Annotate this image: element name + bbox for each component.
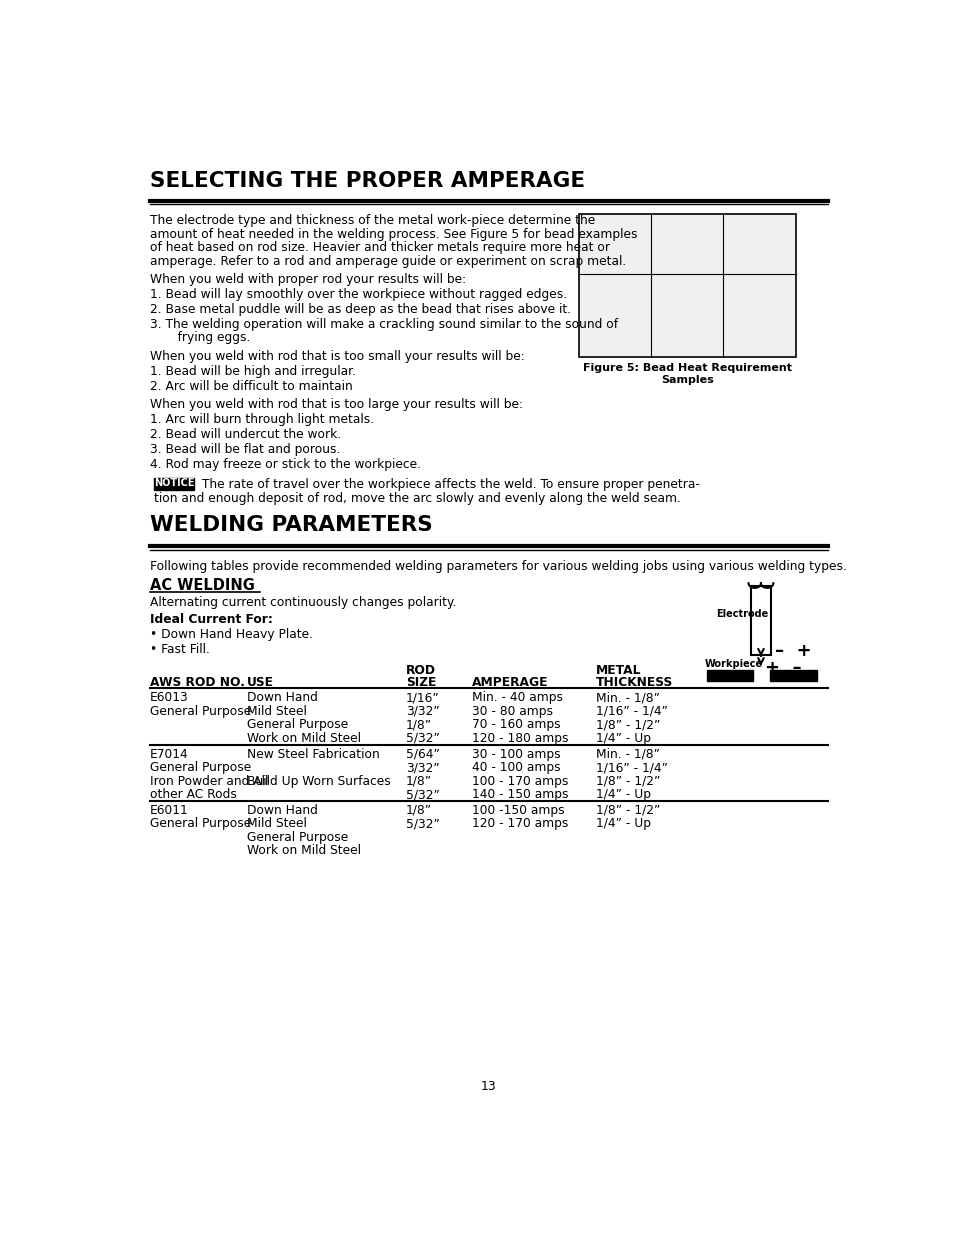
Text: 1/8” - 1/2”: 1/8” - 1/2” bbox=[596, 719, 659, 731]
Text: 1/8” - 1/2”: 1/8” - 1/2” bbox=[596, 804, 659, 816]
Text: –  +: – + bbox=[774, 642, 811, 659]
Text: 5/32”: 5/32” bbox=[406, 732, 439, 745]
Text: of heat based on rod size. Heavier and thicker metals require more heat or: of heat based on rod size. Heavier and t… bbox=[150, 241, 610, 254]
Text: Work on Mild Steel: Work on Mild Steel bbox=[247, 845, 361, 857]
Text: 1/16” - 1/4”: 1/16” - 1/4” bbox=[596, 761, 667, 774]
Text: Down Hand: Down Hand bbox=[247, 804, 317, 816]
Text: 100 - 170 amps: 100 - 170 amps bbox=[472, 774, 568, 788]
Text: The electrode type and thickness of the metal work-piece determine the: The electrode type and thickness of the … bbox=[150, 215, 595, 227]
Bar bbox=[750, 585, 770, 655]
Text: When you weld with rod that is too small your results will be:: When you weld with rod that is too small… bbox=[150, 350, 524, 363]
Text: amperage. Refer to a rod and amperage guide or experiment on scrap metal.: amperage. Refer to a rod and amperage gu… bbox=[150, 254, 626, 268]
Text: The rate of travel over the workpiece affects the weld. To ensure proper penetra: The rate of travel over the workpiece af… bbox=[197, 478, 699, 492]
Text: 2. Arc will be difficult to maintain: 2. Arc will be difficult to maintain bbox=[150, 379, 353, 393]
Text: 1/4” - Up: 1/4” - Up bbox=[596, 788, 650, 802]
Text: 1/8” - 1/2”: 1/8” - 1/2” bbox=[596, 774, 659, 788]
Text: Build Up Worn Surfaces: Build Up Worn Surfaces bbox=[247, 774, 391, 788]
Text: General Purpose: General Purpose bbox=[150, 761, 252, 774]
Text: Mild Steel: Mild Steel bbox=[247, 818, 307, 830]
Bar bbox=[769, 671, 816, 680]
Text: General Purpose: General Purpose bbox=[247, 719, 348, 731]
Text: E6011: E6011 bbox=[150, 804, 189, 816]
Text: Ideal Current For:: Ideal Current For: bbox=[150, 613, 273, 625]
Text: 1/4” - Up: 1/4” - Up bbox=[596, 732, 650, 745]
Text: Following tables provide recommended welding parameters for various welding jobs: Following tables provide recommended wel… bbox=[150, 559, 846, 573]
Text: 140 - 150 amps: 140 - 150 amps bbox=[472, 788, 568, 802]
Text: 13: 13 bbox=[480, 1079, 497, 1093]
Text: E6013: E6013 bbox=[150, 692, 189, 704]
Text: 1/8”: 1/8” bbox=[406, 804, 432, 816]
Text: tion and enough deposit of rod, move the arc slowly and evenly along the weld se: tion and enough deposit of rod, move the… bbox=[154, 492, 680, 505]
Text: When you weld with rod that is too large your results will be:: When you weld with rod that is too large… bbox=[150, 398, 522, 411]
Text: ROD: ROD bbox=[406, 663, 436, 677]
Text: General Purpose: General Purpose bbox=[150, 705, 252, 718]
Text: METAL: METAL bbox=[596, 663, 640, 677]
Text: Figure 5: Bead Heat Requirement
Samples: Figure 5: Bead Heat Requirement Samples bbox=[582, 363, 791, 384]
Text: General Purpose: General Purpose bbox=[150, 818, 252, 830]
Text: 5/32”: 5/32” bbox=[406, 788, 439, 802]
Text: 2. Base metal puddle will be as deep as the bead that rises above it.: 2. Base metal puddle will be as deep as … bbox=[150, 303, 571, 316]
Text: Down Hand: Down Hand bbox=[247, 692, 317, 704]
Text: 3. Bead will be flat and porous.: 3. Bead will be flat and porous. bbox=[150, 442, 340, 456]
Text: 5/32”: 5/32” bbox=[406, 818, 439, 830]
Bar bbox=[706, 671, 753, 680]
Text: WELDING PARAMETERS: WELDING PARAMETERS bbox=[150, 515, 433, 535]
Text: • Fast Fill.: • Fast Fill. bbox=[150, 642, 210, 656]
Text: 1/16”: 1/16” bbox=[406, 692, 439, 704]
Text: 120 - 180 amps: 120 - 180 amps bbox=[472, 732, 568, 745]
Text: 3/32”: 3/32” bbox=[406, 761, 439, 774]
Text: 1/16” - 1/4”: 1/16” - 1/4” bbox=[596, 705, 667, 718]
Text: amount of heat needed in the welding process. See Figure 5 for bead examples: amount of heat needed in the welding pro… bbox=[150, 228, 638, 241]
Text: Min. - 1/8”: Min. - 1/8” bbox=[596, 747, 659, 761]
Text: E7014: E7014 bbox=[150, 747, 189, 761]
Text: New Steel Fabrication: New Steel Fabrication bbox=[247, 747, 379, 761]
Text: Workpiece: Workpiece bbox=[704, 659, 762, 669]
Text: 1. Arc will burn through light metals.: 1. Arc will burn through light metals. bbox=[150, 412, 374, 426]
Text: AC WELDING: AC WELDING bbox=[150, 578, 254, 593]
Text: 2. Bead will undercut the work.: 2. Bead will undercut the work. bbox=[150, 427, 341, 441]
Text: other AC Rods: other AC Rods bbox=[150, 788, 237, 802]
Text: USE: USE bbox=[247, 676, 274, 689]
Bar bbox=[154, 478, 194, 490]
Text: NOTICE: NOTICE bbox=[153, 478, 194, 488]
Text: General Purpose: General Purpose bbox=[247, 831, 348, 844]
Text: 3. The welding operation will make a crackling sound similar to the sound of: 3. The welding operation will make a cra… bbox=[150, 317, 618, 331]
Text: Iron Powder and All: Iron Powder and All bbox=[150, 774, 269, 788]
Text: When you weld with proper rod your results will be:: When you weld with proper rod your resul… bbox=[150, 273, 466, 287]
Text: 120 - 170 amps: 120 - 170 amps bbox=[472, 818, 568, 830]
Text: Alternating current continuously changes polarity.: Alternating current continuously changes… bbox=[150, 597, 456, 609]
Text: 3/32”: 3/32” bbox=[406, 705, 439, 718]
Text: AWS ROD NO.: AWS ROD NO. bbox=[150, 676, 245, 689]
Text: 1. Bead will be high and irregular.: 1. Bead will be high and irregular. bbox=[150, 364, 355, 378]
Text: 1/8”: 1/8” bbox=[406, 774, 432, 788]
Text: 30 - 80 amps: 30 - 80 amps bbox=[472, 705, 553, 718]
Text: 70 - 160 amps: 70 - 160 amps bbox=[472, 719, 560, 731]
Text: 100 -150 amps: 100 -150 amps bbox=[472, 804, 564, 816]
Text: 1. Bead will lay smoothly over the workpiece without ragged edges.: 1. Bead will lay smoothly over the workp… bbox=[150, 288, 567, 301]
Text: Work on Mild Steel: Work on Mild Steel bbox=[247, 732, 361, 745]
Text: • Down Hand Heavy Plate.: • Down Hand Heavy Plate. bbox=[150, 627, 313, 641]
Text: THICKNESS: THICKNESS bbox=[596, 676, 673, 689]
Text: Min. - 1/8”: Min. - 1/8” bbox=[596, 692, 659, 704]
Text: 40 - 100 amps: 40 - 100 amps bbox=[472, 761, 560, 774]
Text: 4. Rod may freeze or stick to the workpiece.: 4. Rod may freeze or stick to the workpi… bbox=[150, 458, 421, 471]
Text: 1/8”: 1/8” bbox=[406, 719, 432, 731]
Text: Min. - 40 amps: Min. - 40 amps bbox=[472, 692, 562, 704]
Text: 5/64”: 5/64” bbox=[406, 747, 439, 761]
Text: 30 - 100 amps: 30 - 100 amps bbox=[472, 747, 560, 761]
Text: frying eggs.: frying eggs. bbox=[162, 331, 250, 345]
Text: +  –: + – bbox=[764, 659, 801, 678]
Text: AMPERAGE: AMPERAGE bbox=[472, 676, 548, 689]
Text: SIZE: SIZE bbox=[406, 676, 436, 689]
Bar bbox=[578, 215, 795, 357]
Text: SELECTING THE PROPER AMPERAGE: SELECTING THE PROPER AMPERAGE bbox=[150, 172, 585, 191]
Text: 1/4” - Up: 1/4” - Up bbox=[596, 818, 650, 830]
Text: Electrode: Electrode bbox=[716, 609, 767, 619]
Text: Mild Steel: Mild Steel bbox=[247, 705, 307, 718]
